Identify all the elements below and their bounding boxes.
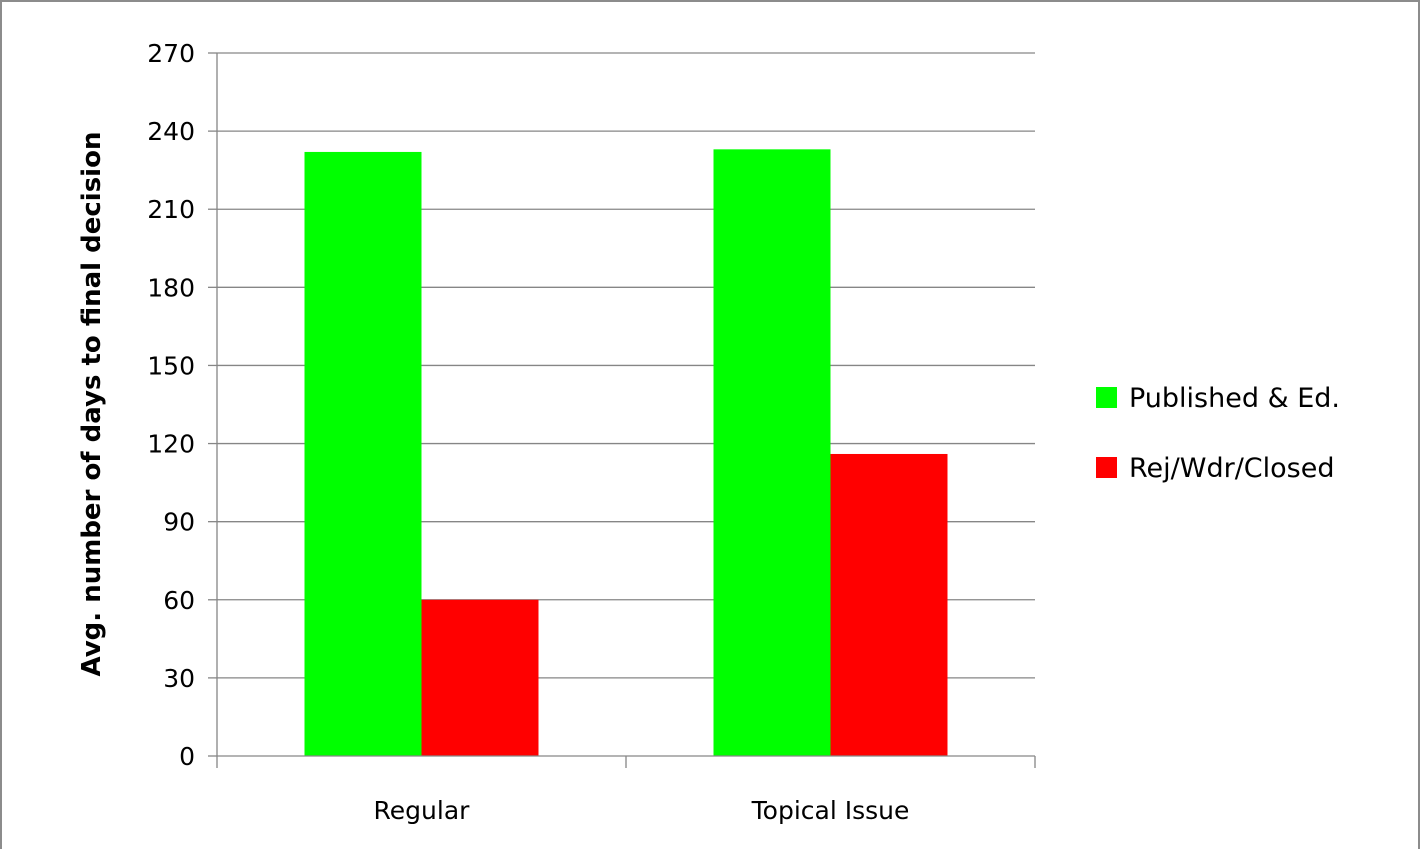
y-tick-label: 240 <box>147 117 195 146</box>
legend-swatch <box>1096 387 1117 408</box>
x-tick-labels: Regular Topical Issue <box>216 756 1036 825</box>
y-tick-label: 30 <box>163 664 195 693</box>
legend-label: Published & Ed. <box>1129 383 1340 414</box>
y-tick-label: 0 <box>179 742 195 771</box>
y-tick-label: 210 <box>147 195 195 224</box>
bar-rejected <box>421 599 539 756</box>
y-tick-label: 60 <box>163 586 195 615</box>
y-tick-label: 120 <box>147 430 195 459</box>
y-tick-label: 150 <box>147 351 195 380</box>
y-tick-labels: 0 30 60 90 120 150 180 210 240 270 <box>147 39 217 771</box>
y-tick-label: 90 <box>163 508 195 537</box>
y-tick-label: 180 <box>147 273 195 302</box>
legend-swatch <box>1096 457 1117 478</box>
legend: Published & Ed. Rej/Wdr/Closed <box>1096 383 1340 484</box>
x-tick-label: Regular <box>374 796 471 825</box>
legend-label: Rej/Wdr/Closed <box>1129 453 1334 484</box>
bar-rejected <box>830 453 948 756</box>
bar-published <box>713 149 831 756</box>
bar-published <box>304 151 422 756</box>
bars <box>304 149 948 756</box>
x-tick-label: Topical Issue <box>751 796 910 825</box>
y-axis-title: Avg. number of days to final decision <box>77 132 107 677</box>
y-tick-label: 270 <box>147 39 195 68</box>
